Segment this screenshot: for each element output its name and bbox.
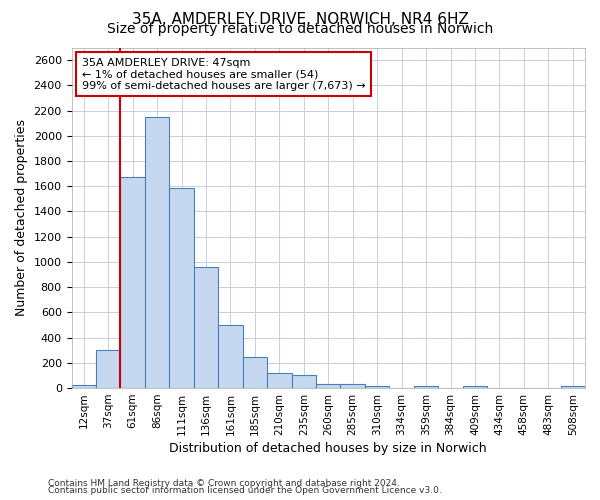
Bar <box>121 178 145 388</box>
Bar <box>292 376 316 388</box>
Bar <box>463 386 487 388</box>
X-axis label: Distribution of detached houses by size in Norwich: Distribution of detached houses by size … <box>169 442 487 455</box>
Bar <box>96 350 121 388</box>
Bar <box>242 357 267 388</box>
Y-axis label: Number of detached properties: Number of detached properties <box>15 120 28 316</box>
Bar <box>365 386 389 388</box>
Text: Contains HM Land Registry data © Crown copyright and database right 2024.: Contains HM Land Registry data © Crown c… <box>48 478 400 488</box>
Bar <box>145 117 169 388</box>
Bar <box>218 325 242 388</box>
Bar <box>194 267 218 388</box>
Bar <box>169 188 194 388</box>
Bar <box>316 384 340 388</box>
Bar <box>71 385 96 388</box>
Bar <box>267 373 292 388</box>
Bar <box>414 386 438 388</box>
Bar <box>560 386 585 388</box>
Text: 35A AMDERLEY DRIVE: 47sqm
← 1% of detached houses are smaller (54)
99% of semi-d: 35A AMDERLEY DRIVE: 47sqm ← 1% of detach… <box>82 58 365 91</box>
Bar <box>340 384 365 388</box>
Text: Contains public sector information licensed under the Open Government Licence v3: Contains public sector information licen… <box>48 486 442 495</box>
Text: 35A, AMDERLEY DRIVE, NORWICH, NR4 6HZ: 35A, AMDERLEY DRIVE, NORWICH, NR4 6HZ <box>131 12 469 28</box>
Text: Size of property relative to detached houses in Norwich: Size of property relative to detached ho… <box>107 22 493 36</box>
